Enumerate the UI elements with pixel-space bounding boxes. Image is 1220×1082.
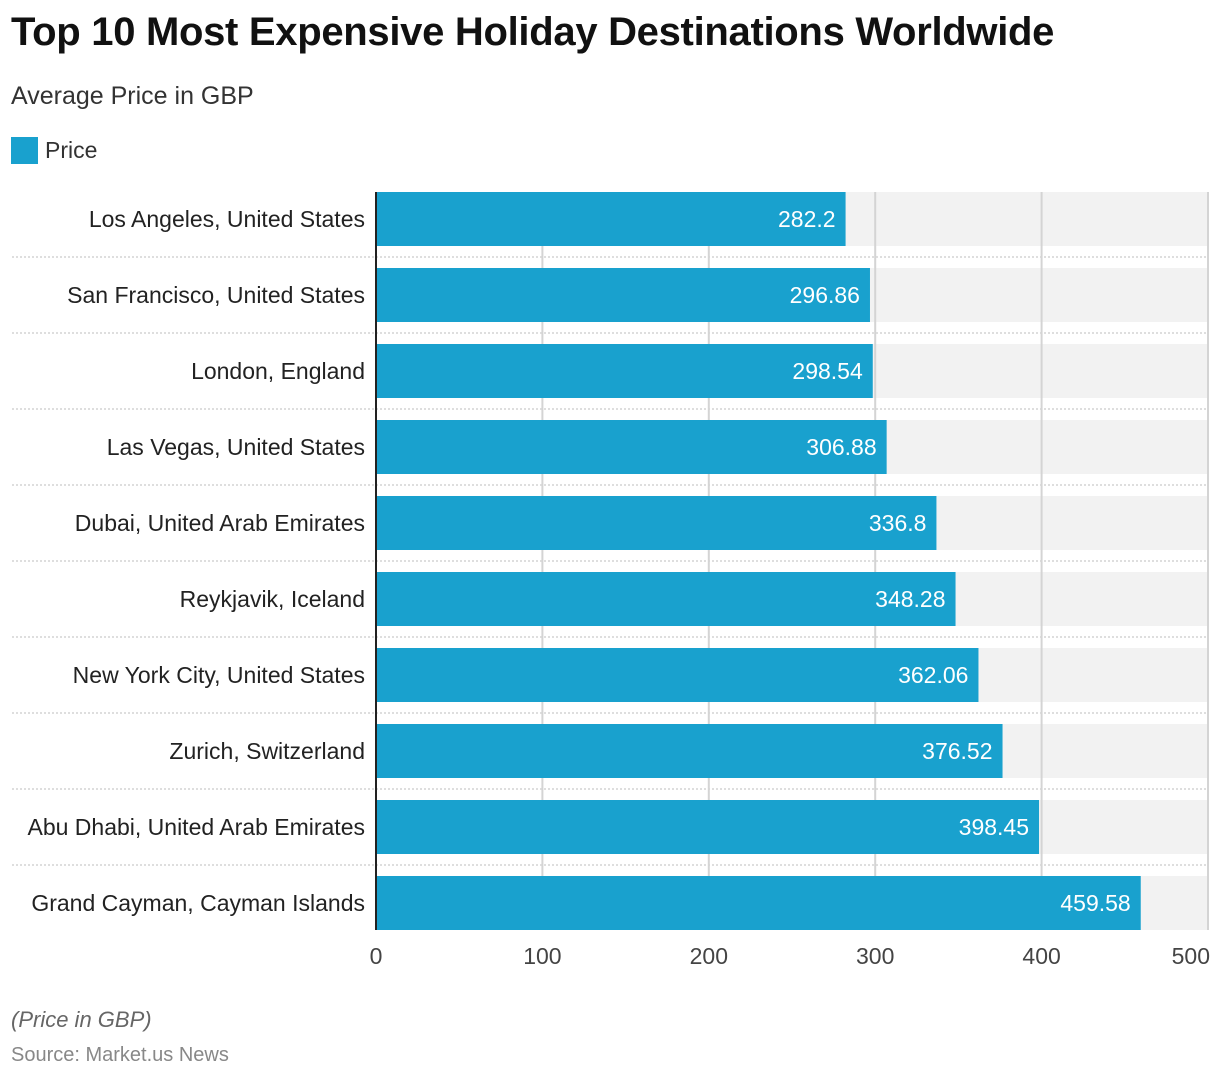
- data-label: 282.2: [778, 206, 836, 232]
- bar: [376, 268, 870, 322]
- bar: [376, 648, 979, 702]
- bar: [376, 724, 1003, 778]
- data-label: 376.52: [922, 738, 992, 764]
- category-label: Abu Dhabi, United Arab Emirates: [27, 814, 365, 840]
- category-label: Las Vegas, United States: [107, 434, 365, 460]
- bar: [376, 344, 873, 398]
- category-label: Reykjavik, Iceland: [180, 586, 365, 612]
- legend: Price: [11, 137, 97, 164]
- bar: [376, 496, 937, 550]
- data-label: 306.88: [806, 434, 876, 460]
- x-tick-label: 500: [1172, 943, 1210, 969]
- chart-title: Top 10 Most Expensive Holiday Destinatio…: [11, 10, 1055, 54]
- bar: [376, 192, 846, 246]
- bar: [376, 420, 887, 474]
- x-tick-label: 200: [690, 943, 728, 969]
- x-tick-label: 0: [370, 943, 383, 969]
- data-label: 336.8: [869, 510, 927, 536]
- data-label: 298.54: [792, 358, 863, 384]
- x-tick-label: 400: [1022, 943, 1060, 969]
- category-label: New York City, United States: [73, 662, 365, 688]
- x-tick-label: 300: [856, 943, 894, 969]
- x-tick-label: 100: [523, 943, 561, 969]
- bar: [376, 800, 1040, 854]
- bar: [376, 572, 956, 626]
- data-label: 362.06: [898, 662, 968, 688]
- category-label: Grand Cayman, Cayman Islands: [31, 890, 365, 916]
- category-label: Zurich, Switzerland: [169, 738, 365, 764]
- data-label: 348.28: [875, 586, 945, 612]
- data-label: 296.86: [790, 282, 860, 308]
- category-label: London, England: [191, 358, 365, 384]
- chart-note: (Price in GBP): [11, 1007, 152, 1032]
- category-label: San Francisco, United States: [67, 282, 365, 308]
- chart-subtitle: Average Price in GBP: [11, 82, 254, 110]
- legend-swatch: [11, 137, 38, 164]
- data-label: 398.45: [959, 814, 1029, 840]
- data-label: 459.58: [1060, 890, 1130, 916]
- category-label: Los Angeles, United States: [89, 206, 365, 232]
- legend-label: Price: [45, 137, 98, 163]
- bar: [376, 876, 1141, 930]
- category-label: Dubai, United Arab Emirates: [75, 510, 365, 536]
- source-credit: Source: Market.us News: [11, 1044, 229, 1066]
